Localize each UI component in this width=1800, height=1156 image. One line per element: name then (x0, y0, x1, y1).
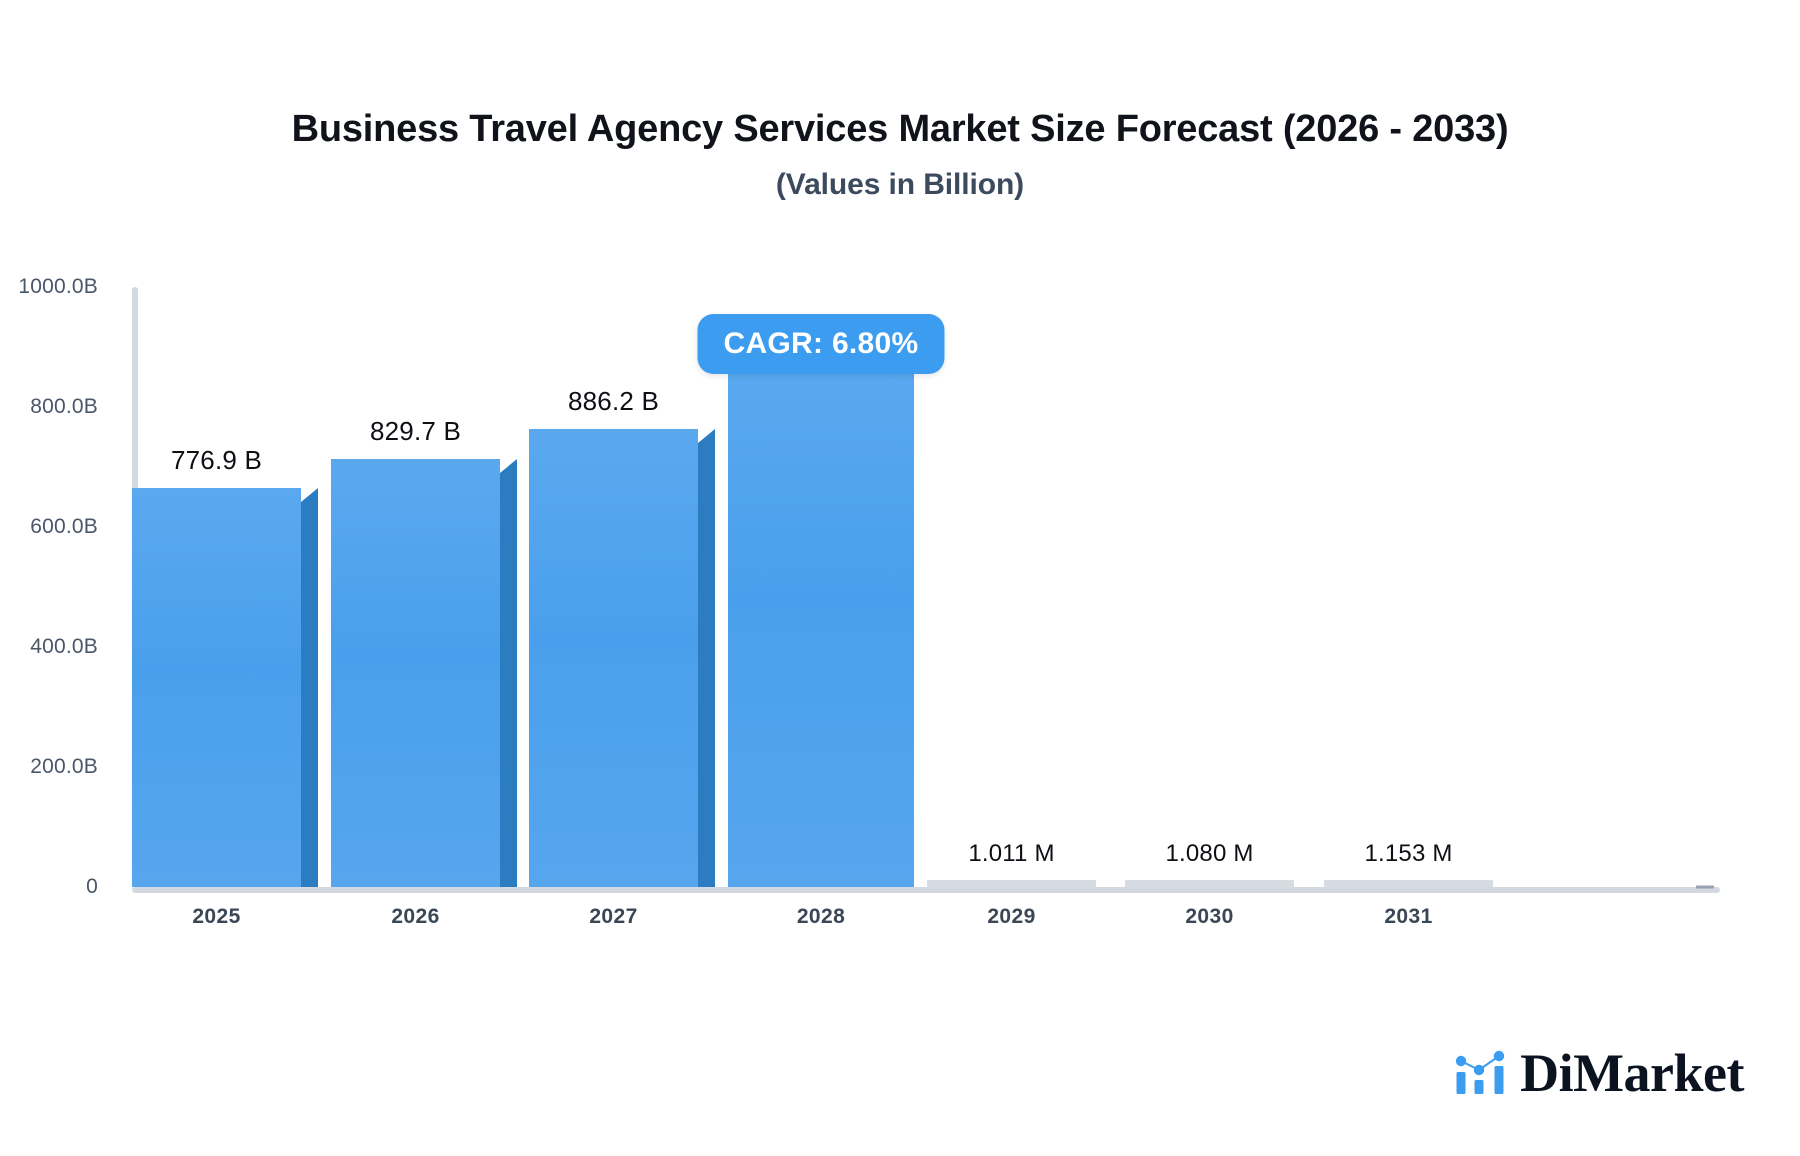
chart-subtitle: (Values in Billion) (775, 167, 1025, 201)
bar-2026[interactable] (331, 287, 517, 887)
bar-sliver (1324, 880, 1493, 887)
y-axis-tick-labels: 0 200.0B 400.0B 600.0B 800.0B 1000.0B (0, 275, 132, 898)
bar-face (529, 429, 698, 887)
bar-face (132, 488, 301, 887)
bar-side-face (698, 429, 715, 887)
bar-value-label-2031: 1.153 M (1364, 840, 1453, 867)
bar-value-label-2030: 1.080 M (1165, 840, 1254, 867)
bars-layer: 776.9 B 829.7 B 886.2 B 1.011 M 1.080 M 1.153… (132, 287, 1720, 887)
x-axis-tick-2029: 2029 (987, 905, 1036, 928)
cagr-badge: CAGR: 6.80% (697, 314, 945, 374)
bar-chart-icon (1454, 1047, 1506, 1100)
y-axis-zero-tick (1696, 885, 1714, 889)
bar-sliver (1125, 880, 1294, 887)
y-axis-tick-label: 0 (86, 875, 98, 898)
bar-2027[interactable] (529, 287, 715, 887)
x-axis-line (132, 887, 1720, 893)
bar-2025[interactable] (132, 287, 318, 887)
bar-side-face (500, 459, 517, 887)
bar-value-label-2029: 1.011 M (968, 840, 1055, 867)
title-block: Business Travel Agency Services Market S… (0, 108, 1800, 202)
x-axis-tick-2026: 2026 (391, 905, 440, 928)
bar-face (331, 459, 500, 887)
bar-2028[interactable] (728, 287, 914, 887)
x-axis-tick-2030: 2030 (1185, 905, 1234, 928)
bar-value-label-2027: 886.2 B (567, 386, 660, 416)
bar-face (728, 356, 914, 887)
chart-title: Business Travel Agency Services Market S… (291, 108, 1509, 150)
logo-wordmark: DiMarket (1520, 1043, 1744, 1103)
x-axis-tick-2025: 2025 (192, 905, 241, 928)
x-axis-tick-2031: 2031 (1384, 905, 1433, 928)
x-axis-tick-2028: 2028 (796, 905, 846, 928)
y-axis-tick-label: 600.0B (30, 515, 98, 538)
bar-value-label-2026: 829.7 B (369, 416, 462, 446)
y-axis-tick-label: 200.0B (30, 755, 98, 778)
x-axis-tick-2027: 2027 (589, 905, 638, 928)
x-axis-tick-labels: 2025 2026 2027 2028 2029 2030 2031 (132, 905, 1720, 945)
y-axis-tick-label: 400.0B (30, 635, 98, 658)
bar-2030[interactable] (1125, 287, 1294, 887)
bar-2029[interactable] (927, 287, 1096, 887)
bar-side-face (301, 488, 318, 887)
bar-sliver (927, 880, 1096, 887)
y-axis-tick-label: 1000.0B (18, 275, 98, 298)
y-axis-tick-label: 800.0B (30, 395, 98, 418)
brand-logo: DiMarket (1454, 1046, 1744, 1100)
bar-value-label-2025: 776.9 B (170, 445, 263, 475)
bar-2031[interactable] (1324, 287, 1493, 887)
